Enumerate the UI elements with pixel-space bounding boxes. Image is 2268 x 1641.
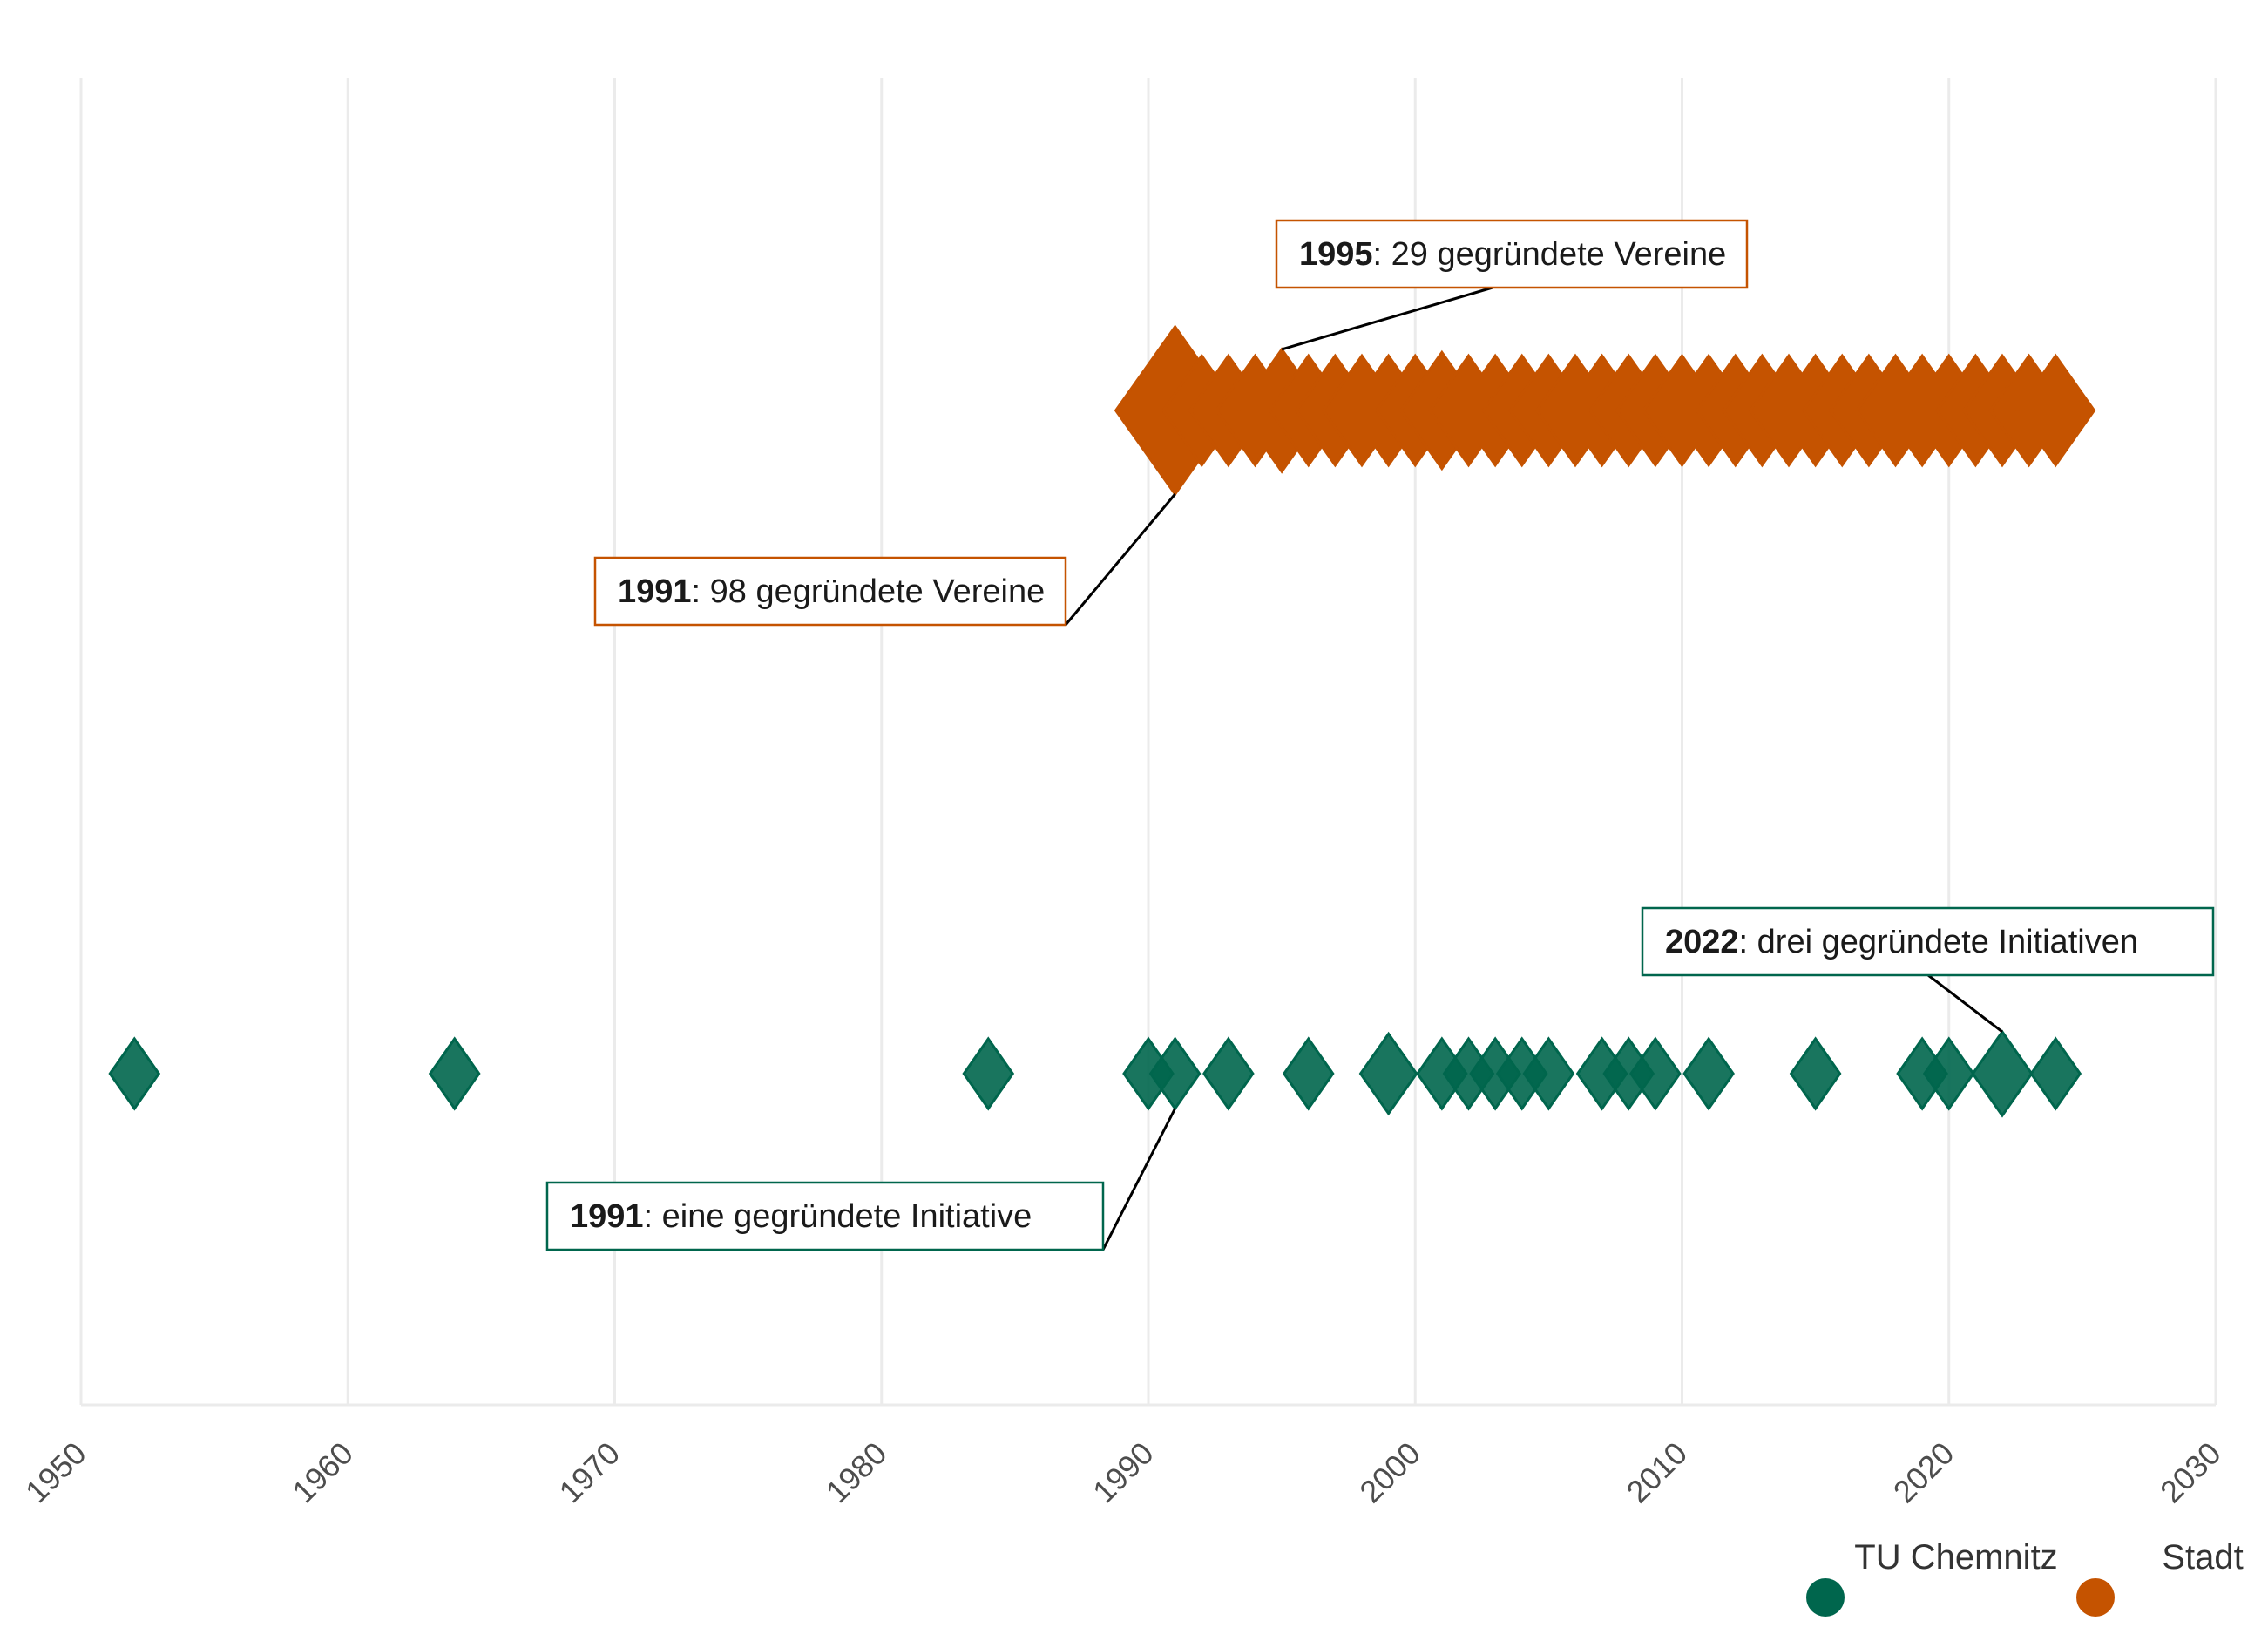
diamond-marker bbox=[1922, 1036, 1975, 1111]
diamond-marker bbox=[1629, 1036, 1682, 1111]
annotation-label: 1995: 29 gegründete Vereine bbox=[1299, 236, 1726, 273]
annotation-leader-line bbox=[1281, 286, 1493, 351]
annotation-label: 1991: 98 gegründete Vereine bbox=[618, 573, 1045, 610]
diamond-marker bbox=[1789, 1036, 1842, 1111]
diamond-marker bbox=[1202, 1036, 1255, 1111]
annotation-leader-line bbox=[1064, 493, 1176, 626]
annotation-tu-chemnitz-2022: 2022: drei gegründete Initiativen bbox=[1641, 906, 2215, 1034]
diamond-marker bbox=[1282, 1036, 1335, 1111]
annotation-box bbox=[1641, 906, 2215, 977]
x-tick-label: 1950 bbox=[18, 1435, 93, 1510]
x-tick-label: 2000 bbox=[1352, 1435, 1427, 1510]
x-tick-label: 2010 bbox=[1620, 1435, 1695, 1510]
annotation-box bbox=[593, 556, 1067, 627]
diamond-marker bbox=[1148, 1036, 1202, 1111]
annotation-year: 1991 bbox=[618, 573, 692, 610]
annotation-stadt-1995: 1995: 29 gegründete Vereine bbox=[1275, 219, 1749, 351]
annotation-label: 1991: eine gegründete Initiative bbox=[570, 1198, 1032, 1235]
annotation-text: : drei gegründete Initiativen bbox=[1739, 924, 2138, 960]
series-tu-chemnitz bbox=[108, 1029, 2082, 1118]
diamond-marker bbox=[2029, 1036, 2082, 1111]
legend-label: TU Chemnitz bbox=[1854, 1538, 2057, 1577]
annotation-text: : eine gegründete Initiative bbox=[644, 1198, 1032, 1235]
annotation-box bbox=[545, 1181, 1105, 1251]
annotation-text: : 98 gegründete Vereine bbox=[692, 573, 1046, 610]
diamond-marker bbox=[2015, 353, 2096, 468]
diamond-marker bbox=[1971, 1029, 2034, 1118]
x-tick-label: 1990 bbox=[1086, 1435, 1161, 1510]
legend: TU Chemnitz Stadt bbox=[1806, 1538, 2244, 1617]
diamond-marker bbox=[1522, 1036, 1575, 1111]
legend-swatch bbox=[2076, 1578, 2115, 1617]
legend-item-stadt: Stadt bbox=[2076, 1538, 2244, 1617]
diamond-marker bbox=[1358, 1031, 1418, 1116]
x-tick-label: 2030 bbox=[2153, 1435, 2228, 1510]
annotation-stadt-1991: 1991: 98 gegründete Vereine bbox=[593, 493, 1176, 627]
legend-item-tu-chemnitz: TU Chemnitz bbox=[1806, 1538, 2058, 1617]
diamond-marker bbox=[108, 1036, 161, 1111]
legend-label: Stadt bbox=[2162, 1538, 2243, 1577]
series-stadt bbox=[1114, 324, 2096, 497]
diamond-marker bbox=[1682, 1036, 1735, 1111]
grid-lines bbox=[79, 78, 2217, 1407]
legend-swatch bbox=[1806, 1578, 1845, 1617]
annotation-leader-line bbox=[1101, 1108, 1176, 1251]
x-tick-label: 1970 bbox=[552, 1435, 627, 1510]
annotation-leader-line bbox=[1927, 973, 2003, 1034]
diamond-marker bbox=[428, 1036, 481, 1111]
annotation-tu-chemnitz-1991: 1991: eine gegründete Initiative bbox=[545, 1108, 1176, 1251]
x-tick-label: 1960 bbox=[285, 1435, 360, 1510]
annotation-label: 2022: drei gegründete Initiativen bbox=[1665, 924, 2138, 960]
annotation-box bbox=[1275, 219, 1749, 289]
x-axis-tick-labels: 1950 1960 1970 1980 1990 2000 2010 2020 2030 bbox=[18, 1435, 2228, 1510]
x-tick-label: 1980 bbox=[819, 1435, 894, 1510]
annotation-year: 2022 bbox=[1665, 924, 1739, 960]
x-tick-label: 2020 bbox=[1886, 1435, 1961, 1510]
annotation-year: 1995 bbox=[1299, 236, 1373, 273]
diamond-marker bbox=[962, 1036, 1015, 1111]
annotation-year: 1991 bbox=[570, 1198, 644, 1235]
annotation-text: : 29 gegründete Vereine bbox=[1373, 236, 1727, 273]
